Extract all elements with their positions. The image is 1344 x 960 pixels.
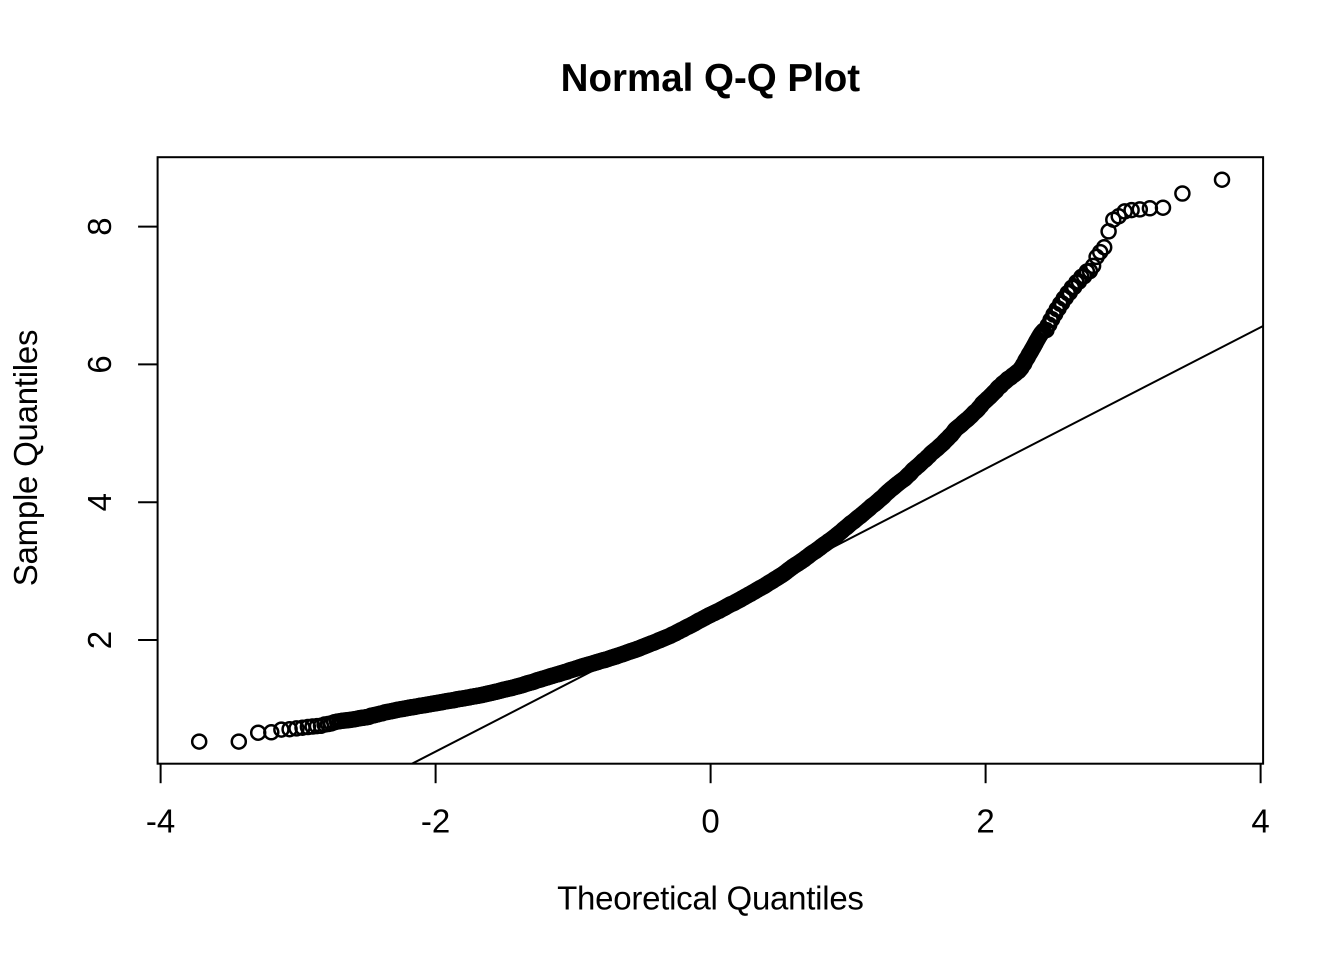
svg-text:0: 0	[701, 803, 719, 840]
svg-text:8: 8	[81, 217, 118, 235]
svg-text:-2: -2	[421, 803, 450, 840]
svg-text:2: 2	[81, 631, 118, 649]
svg-text:4: 4	[81, 493, 118, 511]
svg-text:Sample Quantiles: Sample Quantiles	[7, 330, 44, 586]
svg-text:6: 6	[81, 355, 118, 373]
svg-text:-4: -4	[146, 803, 175, 840]
svg-text:Theoretical Quantiles: Theoretical Quantiles	[557, 879, 864, 916]
svg-text:Normal Q-Q Plot: Normal Q-Q Plot	[561, 57, 861, 100]
svg-text:2: 2	[976, 803, 994, 840]
svg-text:4: 4	[1251, 803, 1269, 840]
